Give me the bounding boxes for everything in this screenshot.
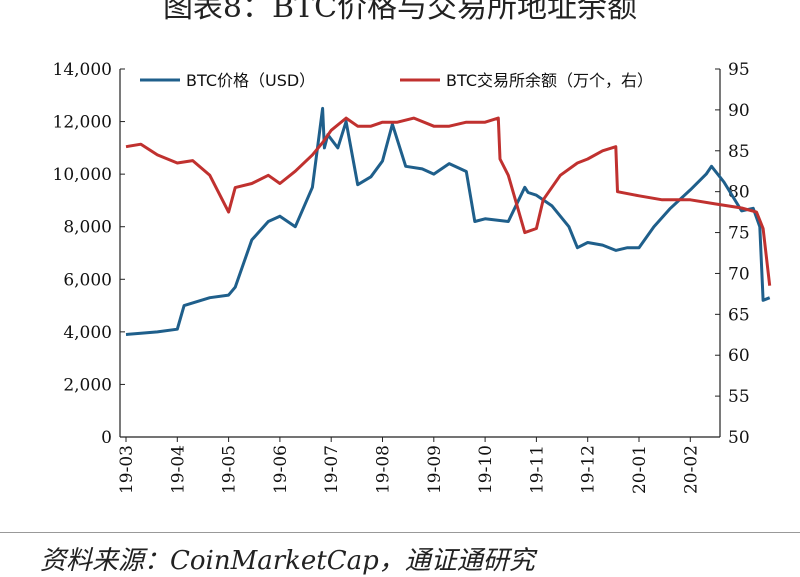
right-y-tick-label: 70 bbox=[728, 264, 750, 284]
line-chart: 0 2,000 4,000 6,000 8,000 10,000 12,000 14,000 5… bbox=[53, 60, 772, 494]
x-tick-label: 20-01 bbox=[630, 445, 650, 494]
left-y-tick-label: 10,000 bbox=[53, 165, 112, 185]
source-note: 资料来源：CoinMarketCap，通证通研究 bbox=[40, 546, 535, 576]
left-y-tick-label: 6,000 bbox=[63, 270, 112, 290]
right-y-tick-label: 55 bbox=[728, 387, 750, 407]
btc-price-series-line bbox=[125, 106, 771, 336]
left-y-tick-label: 2,000 bbox=[63, 375, 112, 395]
x-tick-label: 20-02 bbox=[681, 445, 701, 494]
legend-label: BTC交易所余额（万个，右） bbox=[446, 71, 653, 90]
series-layer bbox=[125, 106, 772, 336]
right-y-tick-label: 85 bbox=[728, 142, 750, 162]
right-y-tick-label: 95 bbox=[728, 60, 750, 80]
x-tick-label: 19-03 bbox=[117, 445, 137, 494]
x-tick-label: 19-12 bbox=[579, 445, 599, 494]
left-y-tick-label: 12,000 bbox=[53, 113, 112, 133]
exchange-balance-series-line bbox=[125, 116, 772, 286]
right-y-tick-label: 60 bbox=[728, 346, 750, 366]
x-tick-label: 19-09 bbox=[425, 445, 445, 494]
x-tick-label: 19-06 bbox=[271, 445, 291, 494]
x-tick-label: 19-05 bbox=[220, 445, 240, 494]
right-y-tick-label: 75 bbox=[728, 224, 750, 244]
left-y-tick-label: 8,000 bbox=[63, 218, 112, 238]
left-y-tick-label: 0 bbox=[101, 428, 112, 448]
x-tick-label: 19-11 bbox=[527, 445, 547, 494]
x-tick-label: 19-10 bbox=[476, 445, 496, 494]
x-tick-label: 19-04 bbox=[168, 445, 188, 494]
right-y-tick-label: 50 bbox=[728, 428, 750, 448]
legend: BTC价格（USD） BTC交易所余额（万个，右） bbox=[140, 71, 653, 90]
x-tick-label: 19-07 bbox=[322, 445, 342, 494]
axes: 0 2,000 4,000 6,000 8,000 10,000 12,000 14,000 5… bbox=[53, 60, 750, 494]
x-tick-label: 19-08 bbox=[374, 445, 394, 494]
right-y-tick-label: 90 bbox=[728, 101, 750, 121]
left-y-tick-label: 4,000 bbox=[63, 323, 112, 343]
footer-divider bbox=[0, 532, 800, 533]
chart-title: 图表8：BTC价格与交易所地址余额 bbox=[162, 0, 638, 25]
left-y-tick-label: 14,000 bbox=[53, 60, 112, 80]
legend-label: BTC价格（USD） bbox=[186, 71, 315, 90]
right-y-tick-label: 65 bbox=[728, 305, 750, 325]
